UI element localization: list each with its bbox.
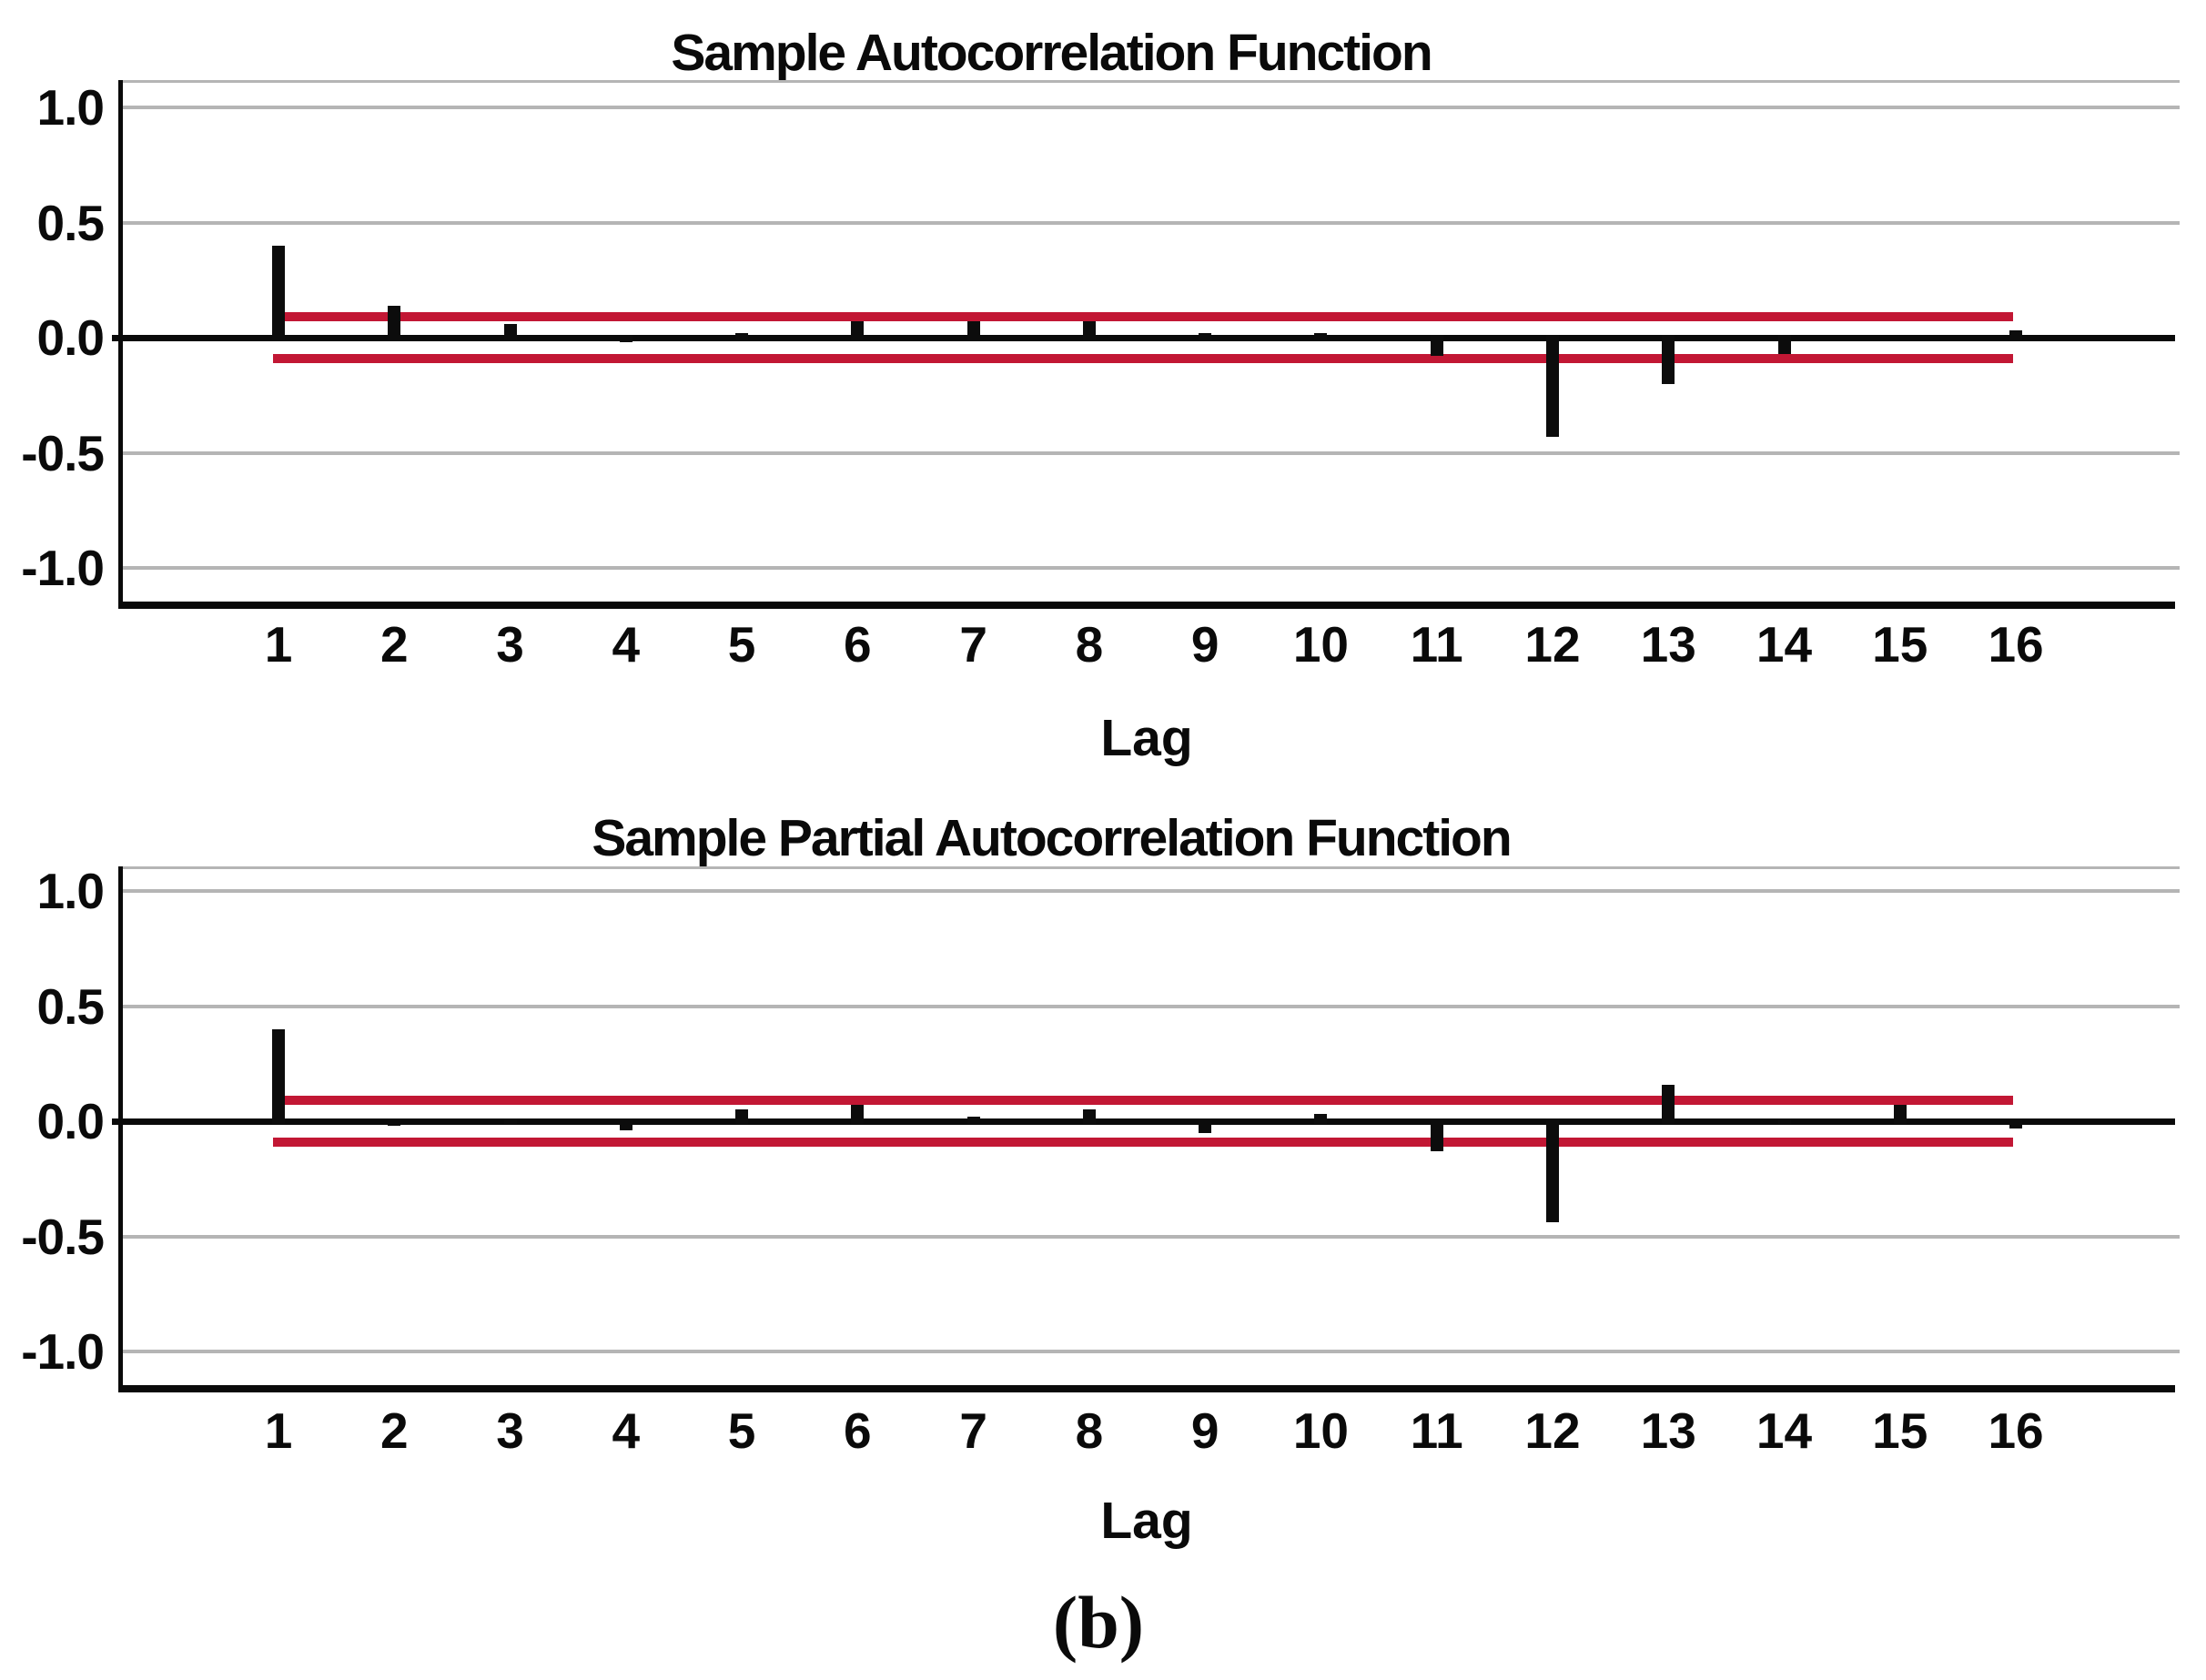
pacf-bar — [966, 1116, 980, 1124]
acf-gridline — [122, 106, 2180, 109]
acf-y-tick-label: 0.5 — [36, 194, 105, 251]
acf-bar — [1662, 335, 1675, 384]
pacf-bar — [1430, 1118, 1443, 1151]
acf-gridline — [122, 450, 2180, 455]
pacf-bar — [851, 1105, 865, 1124]
acf-x-tick-label: 7 — [959, 616, 987, 673]
acf-bar — [388, 305, 401, 340]
acf-chart-title: Sample Autocorrelation Function — [671, 24, 1432, 82]
pacf-x-tick-label: 9 — [1190, 1402, 1219, 1459]
acf-y-tick-label: -1.0 — [21, 540, 105, 596]
pacf-x-tick-label: 6 — [844, 1402, 872, 1459]
acf-y-axis-line — [118, 80, 123, 609]
acf-x-axis-line — [118, 602, 2175, 609]
pacf-bar — [2009, 1118, 2023, 1128]
pacf-x-tick-label: 1 — [264, 1402, 293, 1459]
pacf-bar — [1662, 1084, 1675, 1124]
acf-x-tick-label: 2 — [379, 616, 409, 673]
pacf-bar — [735, 1109, 749, 1124]
acf-x-tick-label: 13 — [1640, 616, 1696, 673]
pacf-bar — [1893, 1105, 1907, 1124]
acf-plot-top-border — [118, 80, 2180, 83]
pacf-x-tick-label: 16 — [1988, 1402, 2044, 1459]
pacf-x-tick-label: 10 — [1292, 1402, 1350, 1459]
pacf-x-tick-label: 11 — [1410, 1402, 1463, 1459]
pacf-bar — [272, 1028, 285, 1124]
acf-x-tick-label: 16 — [1988, 616, 2044, 673]
acf-y-tick-label: 0.0 — [36, 309, 105, 366]
pacf-bar — [1082, 1109, 1096, 1124]
pacf-y-tick-label: -1.0 — [21, 1323, 105, 1380]
acf-x-tick-label: 5 — [727, 616, 756, 673]
pacf-bar — [503, 1118, 517, 1124]
acf-x-tick-label: 1 — [264, 616, 293, 673]
acf-bar — [1430, 335, 1443, 357]
pacf-x-tick-label: 5 — [727, 1402, 756, 1459]
pacf-lower-confidence-line — [273, 1137, 2013, 1147]
pacf-x-tick-label: 2 — [379, 1402, 409, 1459]
acf-bar — [503, 323, 517, 340]
acf-bar — [619, 335, 632, 343]
pacf-x-tick-label: 4 — [612, 1402, 641, 1459]
pacf-chart-title: Sample Partial Autocorrelation Function — [592, 809, 1512, 867]
pacf-y-tick-label: 1.0 — [36, 863, 105, 919]
pacf-y-tick-label: 0.0 — [36, 1093, 105, 1149]
pacf-zero-line — [112, 1118, 2175, 1125]
acf-bar — [1199, 332, 1212, 340]
pacf-x-axis-title: Lag — [1100, 1492, 1193, 1550]
acf-bar — [735, 332, 749, 340]
pacf-x-tick-label: 15 — [1872, 1402, 1928, 1459]
acf-gridline — [122, 566, 2180, 570]
acf-lower-confidence-line — [273, 353, 2013, 363]
acf-y-tick-label: -0.5 — [21, 424, 105, 481]
pacf-x-tick-label: 12 — [1524, 1402, 1581, 1459]
pacf-x-tick-label: 7 — [959, 1402, 987, 1459]
acf-bar — [851, 321, 865, 340]
pacf-gridline — [122, 1234, 2180, 1239]
acf-x-tick-label: 15 — [1872, 616, 1928, 673]
pacf-x-tick-label: 13 — [1640, 1402, 1696, 1459]
pacf-bar — [1777, 1118, 1791, 1124]
pacf-bar — [1314, 1114, 1328, 1124]
acf-x-tick-label: 4 — [612, 616, 641, 673]
acf-x-tick-label: 8 — [1075, 616, 1104, 673]
pacf-x-tick-label: 14 — [1756, 1402, 1813, 1459]
pacf-x-tick-label: 8 — [1075, 1402, 1104, 1459]
acf-x-tick-label: 12 — [1524, 616, 1581, 673]
acf-x-tick-label: 10 — [1292, 616, 1350, 673]
pacf-bar — [1545, 1118, 1559, 1223]
pacf-gridline — [122, 1004, 2180, 1008]
acf-x-tick-label: 9 — [1190, 616, 1219, 673]
pacf-plot-top-border — [118, 866, 2180, 869]
acf-bar — [1082, 321, 1096, 340]
acf-x-tick-label: 14 — [1756, 616, 1813, 673]
pacf-bar — [1199, 1118, 1212, 1133]
figure-caption: (b) — [1052, 1581, 1145, 1664]
pacf-y-tick-label: -0.5 — [21, 1208, 105, 1265]
acf-bar — [272, 245, 285, 340]
acf-bar — [1314, 332, 1328, 340]
acf-x-tick-label: 3 — [496, 616, 524, 673]
acf-zero-line — [112, 335, 2175, 341]
pacf-gridline — [122, 1350, 2180, 1353]
pacf-bar — [388, 1118, 401, 1127]
acf-y-tick-label: 1.0 — [36, 79, 105, 136]
pacf-gridline — [122, 889, 2180, 893]
acf-upper-confidence-line — [273, 312, 2013, 322]
acf-bar — [1777, 335, 1791, 354]
acf-bar — [1545, 335, 1559, 437]
acf-bar — [2009, 330, 2023, 340]
pacf-upper-confidence-line — [273, 1096, 2013, 1106]
acf-x-tick-label: 11 — [1410, 616, 1463, 673]
pacf-y-tick-label: 0.5 — [36, 977, 105, 1035]
acf-bar — [966, 321, 980, 340]
pacf-y-axis-line — [118, 866, 123, 1392]
acf-gridline — [122, 220, 2180, 225]
pacf-x-axis-line — [118, 1385, 2175, 1392]
pacf-x-tick-label: 3 — [496, 1402, 524, 1459]
acf-x-axis-title: Lag — [1100, 709, 1193, 767]
acf-x-tick-label: 6 — [844, 616, 872, 673]
pacf-bar — [619, 1118, 632, 1131]
